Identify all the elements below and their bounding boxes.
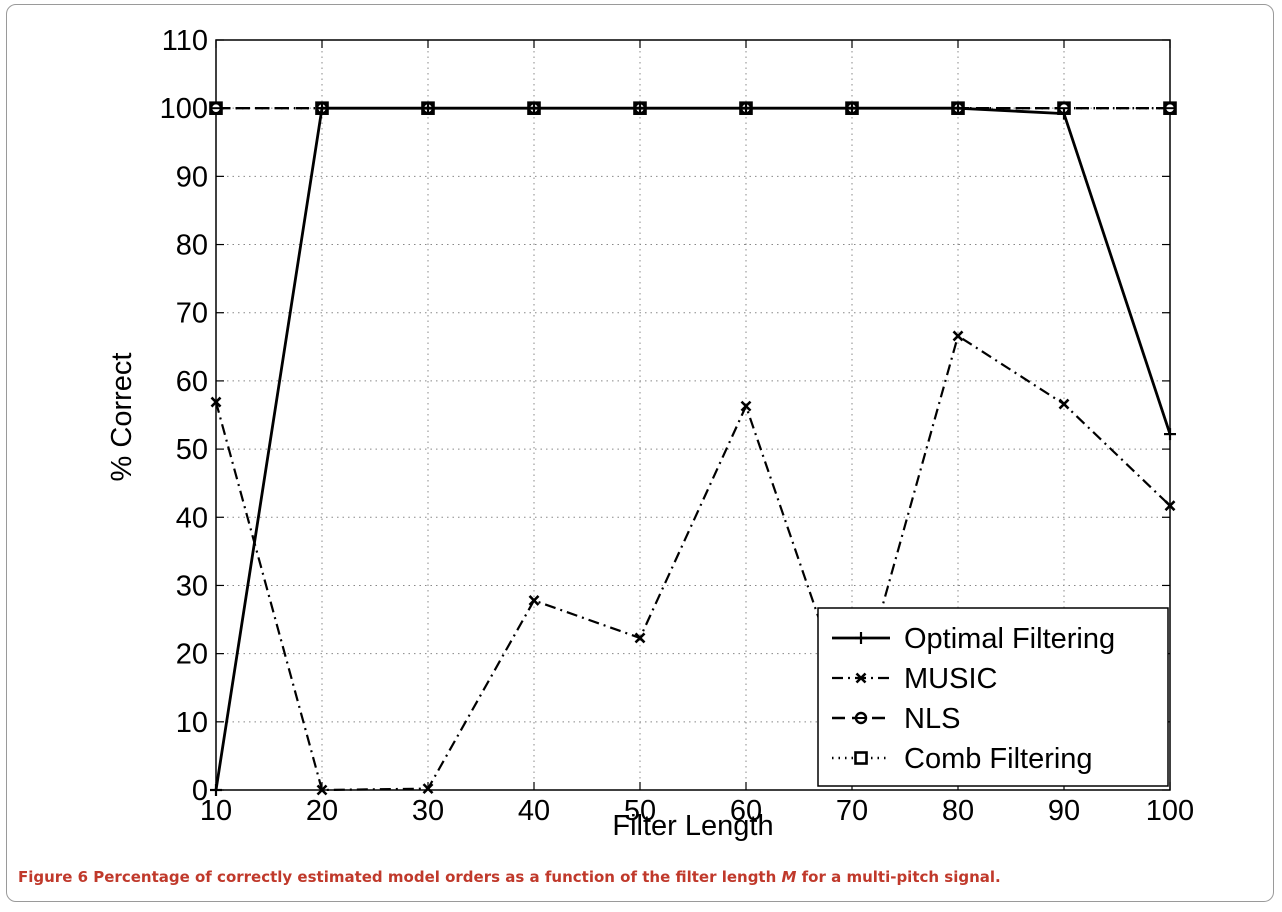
marker-stroke bbox=[1058, 398, 1070, 410]
y-tick-label: 50 bbox=[176, 434, 208, 466]
legend-marker-music bbox=[855, 672, 867, 684]
x-tick-label: 90 bbox=[1048, 795, 1080, 827]
y-tick-label: 40 bbox=[176, 502, 208, 534]
marker-stroke bbox=[854, 751, 868, 765]
caption-variable: M bbox=[781, 868, 797, 886]
data-point-optimal-filtering bbox=[1058, 107, 1070, 120]
marker-stroke bbox=[634, 632, 646, 644]
caption-text: Percentage of correctly estimated model … bbox=[88, 868, 782, 886]
figure-caption: Figure 6 Percentage of correctly estimat… bbox=[18, 868, 1258, 886]
y-tick-label: 90 bbox=[176, 161, 208, 193]
plot-area-border bbox=[215, 39, 1171, 791]
data-point-music bbox=[1164, 500, 1176, 512]
data-point-music bbox=[316, 784, 328, 796]
data-point-music bbox=[740, 400, 752, 412]
x-tick-label: 40 bbox=[518, 795, 550, 827]
x-axis-label: Filter Length bbox=[612, 810, 773, 842]
y-tick-label: 10 bbox=[176, 707, 208, 739]
x-tick-label: 70 bbox=[836, 795, 868, 827]
x-tick-label: 10 bbox=[200, 795, 232, 827]
series-lines bbox=[209, 101, 1177, 796]
y-tick-label: 20 bbox=[176, 639, 208, 671]
marker-stroke bbox=[952, 330, 964, 342]
marker-stroke bbox=[316, 784, 328, 796]
caption-label: Figure 6 bbox=[18, 868, 89, 886]
series-line-optimal-filtering bbox=[214, 106, 1172, 791]
legend-marker-comb-filtering bbox=[854, 751, 868, 765]
legend-label-nls: NLS bbox=[904, 703, 960, 735]
legend-label-music: MUSIC bbox=[904, 663, 997, 695]
x-tick-label: 20 bbox=[306, 795, 338, 827]
x-tick-label: 80 bbox=[942, 795, 974, 827]
data-point-optimal-filtering bbox=[422, 102, 434, 115]
data-point-music bbox=[528, 595, 540, 606]
marker-stroke bbox=[528, 595, 540, 606]
legend-marker-optimal-filtering bbox=[855, 632, 867, 644]
legend-marker-nls bbox=[854, 711, 868, 725]
caption-text-after: for a multi-pitch signal bbox=[796, 868, 996, 886]
data-point-music bbox=[634, 632, 646, 644]
legend-label-comb-filtering: Comb Filtering bbox=[904, 743, 1093, 775]
marker-stroke bbox=[422, 783, 434, 795]
x-tick-label: 100 bbox=[1146, 795, 1194, 827]
grid-lines bbox=[216, 40, 1170, 790]
data-point-optimal-filtering bbox=[1164, 428, 1176, 441]
data-point-music bbox=[952, 330, 964, 342]
y-tick-label: 100 bbox=[160, 93, 208, 125]
data-point-optimal-filtering bbox=[316, 102, 328, 115]
data-point-optimal-filtering bbox=[210, 784, 222, 796]
marker-stroke bbox=[210, 396, 222, 408]
y-tick-label: 70 bbox=[176, 298, 208, 330]
data-point-optimal-filtering bbox=[528, 102, 540, 115]
data-point-music bbox=[1058, 398, 1070, 410]
caption-period: . bbox=[995, 868, 1001, 886]
y-tick-label: 60 bbox=[176, 366, 208, 398]
y-axis-label: % Correct bbox=[106, 353, 138, 482]
data-point-music bbox=[210, 396, 222, 408]
x-tick-label: 60 bbox=[730, 795, 762, 827]
data-point-optimal-filtering bbox=[634, 102, 646, 115]
x-tick-label: 50 bbox=[624, 795, 656, 827]
marker-stroke bbox=[855, 672, 867, 684]
data-point-nls bbox=[209, 101, 223, 115]
marker-stroke bbox=[740, 400, 752, 412]
axes: 10 20 30 40 50 60 70 80 90 1000102030405060708090… bbox=[160, 25, 1195, 827]
data-point-music bbox=[422, 783, 434, 795]
x-tick-label: 30 bbox=[412, 795, 444, 827]
y-tick-label: 110 bbox=[162, 25, 208, 57]
legend: Optimal Filtering MUSIC NLS Comb Filtering bbox=[817, 607, 1169, 787]
data-point-optimal-filtering bbox=[846, 102, 858, 115]
y-tick-label: 0 bbox=[192, 775, 208, 807]
y-tick-label: 80 bbox=[176, 230, 208, 262]
legend-label-optimal-filtering: Optimal Filtering bbox=[904, 623, 1115, 655]
data-point-optimal-filtering bbox=[740, 102, 752, 115]
y-tick-label: 30 bbox=[176, 570, 208, 602]
marker-stroke bbox=[1164, 500, 1176, 512]
data-point-nls bbox=[1163, 101, 1177, 115]
data-point-optimal-filtering bbox=[952, 102, 964, 115]
